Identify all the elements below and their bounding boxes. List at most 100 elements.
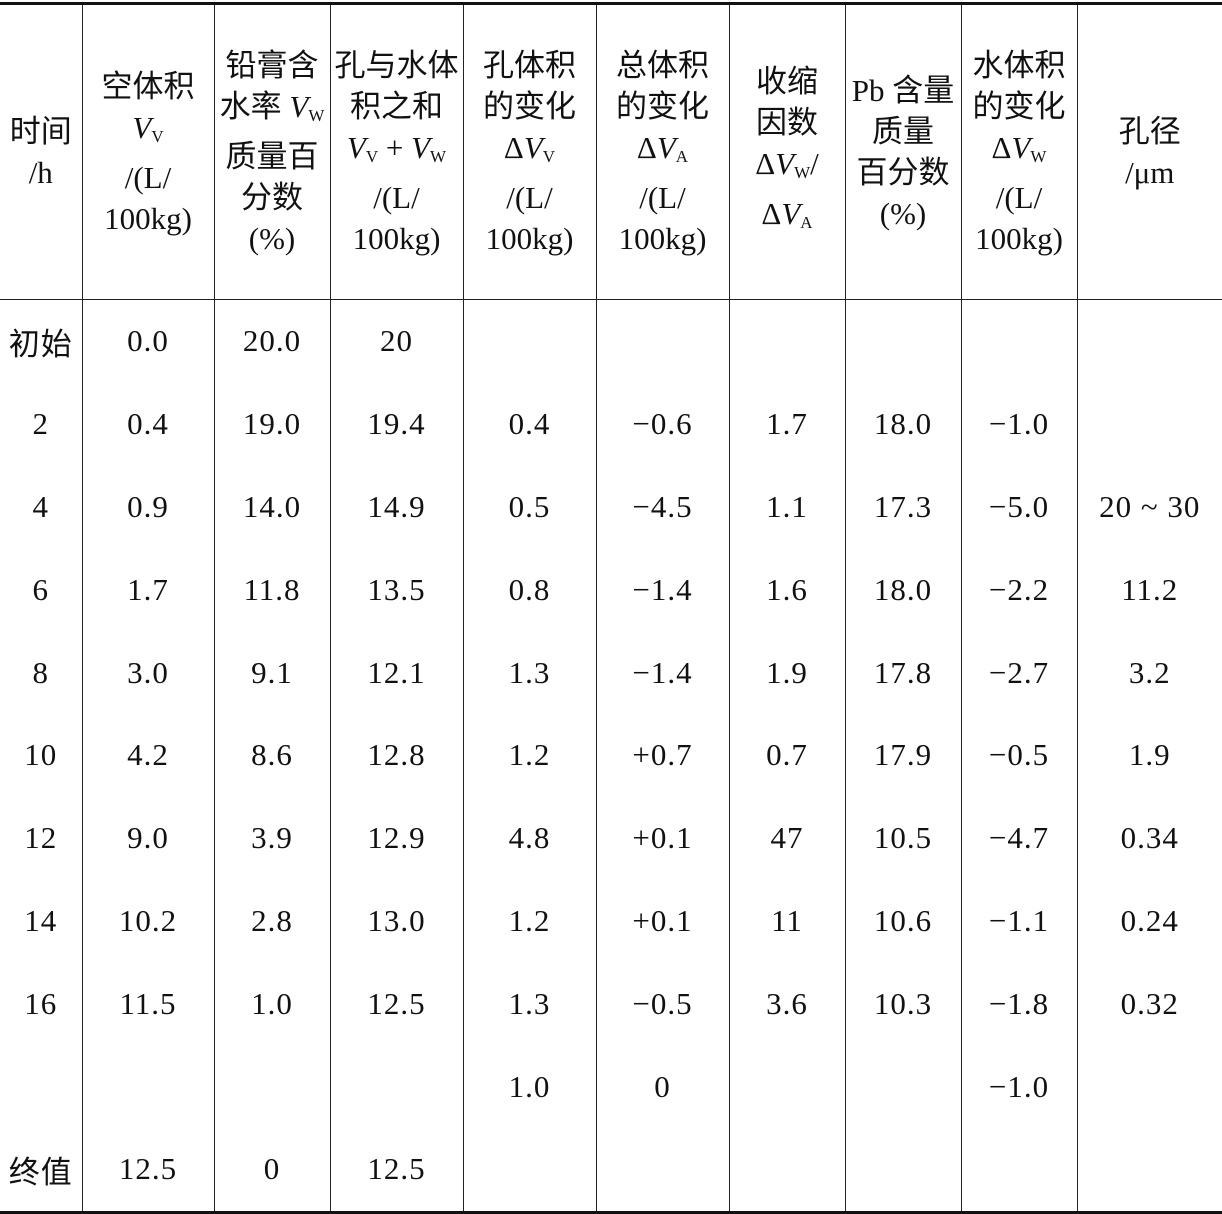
header-line: ΔVV [464, 127, 596, 177]
header-line: 空体积 [83, 66, 214, 107]
table-cell [729, 1045, 845, 1128]
header-line: 的变化 [962, 86, 1077, 127]
table-cell: 1.3 [463, 631, 596, 714]
table-cell: 8 [0, 631, 82, 714]
header-text: 孔与水体 [335, 48, 459, 83]
header-text: 时间 [10, 114, 72, 149]
table-cell: −2.2 [961, 548, 1077, 631]
header-line: /(L/ [464, 177, 596, 218]
table-cell: −1.4 [596, 548, 729, 631]
table-cell: 1.6 [729, 548, 845, 631]
header-line: 积之和 [331, 86, 463, 127]
table-cell: 12.1 [330, 631, 463, 714]
table-cell: 20 ~ 30 [1077, 466, 1222, 549]
column-header: Pb 含量质量百分数(%) [845, 4, 961, 300]
table-cell: 10.6 [845, 880, 961, 963]
table-cell [596, 300, 729, 383]
table-cell: 3.9 [214, 797, 330, 880]
header-line: (%) [846, 193, 961, 234]
table-cell: +0.1 [596, 797, 729, 880]
table-cell [463, 1128, 596, 1212]
header-text: 空体积 [102, 69, 195, 104]
table-cell: 12.8 [330, 714, 463, 797]
header-text: (%) [880, 196, 926, 231]
header-text: /(L/ [996, 180, 1043, 215]
column-header: 孔径/μm [1077, 4, 1222, 300]
table-cell: 0.34 [1077, 797, 1222, 880]
table-cell: 1.7 [729, 383, 845, 466]
header-text: /h [29, 155, 53, 190]
table-cell: 0.8 [463, 548, 596, 631]
table-cell: 0.24 [1077, 880, 1222, 963]
table-cell: 0 [596, 1045, 729, 1128]
table-cell: −1.1 [961, 880, 1077, 963]
subscript: A [676, 147, 688, 166]
table-cell: +0.1 [596, 880, 729, 963]
header-line: 质量 [846, 111, 961, 152]
header-line: 收缩 [730, 61, 845, 102]
header-text: 的变化 [616, 89, 709, 124]
table-cell: 0.5 [463, 466, 596, 549]
header-text: V [289, 89, 308, 124]
table-cell: 1.0 [463, 1045, 596, 1128]
header-text: V [347, 130, 366, 165]
header-line: 分数 [215, 177, 330, 218]
table-cell: 4 [0, 466, 82, 549]
header-text: 100kg) [486, 221, 574, 256]
header-text: 的变化 [483, 89, 576, 124]
table-cell: 终值 [0, 1128, 82, 1212]
header-text: V [1011, 130, 1030, 165]
table-cell [463, 300, 596, 383]
table-cell: 1.0 [214, 962, 330, 1045]
header-line: ΔVW [962, 127, 1077, 177]
header-text: /(L/ [506, 180, 553, 215]
header-line: 质量百 [215, 136, 330, 177]
table-cell: 12.5 [330, 1128, 463, 1212]
header-text: 孔径 [1119, 114, 1181, 149]
header-line: 的变化 [464, 86, 596, 127]
header-line: /(L/ [331, 177, 463, 218]
header-text: 水体积 [973, 48, 1066, 83]
table-cell [330, 1045, 463, 1128]
header-text: 水率 [220, 89, 290, 124]
table-cell: 3.0 [82, 631, 214, 714]
header-text: V [132, 110, 151, 145]
header-text: V [781, 196, 800, 231]
header-line: 总体积 [597, 45, 729, 86]
table-cell [729, 300, 845, 383]
header-text: Δ [637, 130, 657, 165]
header-line: 的变化 [597, 86, 729, 127]
table-cell: 17.8 [845, 631, 961, 714]
header-line: ΔVW/ [730, 143, 845, 193]
subscript: W [308, 106, 324, 125]
header-text: 孔体积 [483, 48, 576, 83]
header-line: /μm [1078, 152, 1222, 193]
header-line: 百分数 [846, 152, 961, 193]
subscript: V [543, 147, 555, 166]
table-cell: 0.32 [1077, 962, 1222, 1045]
header-text: 的变化 [973, 89, 1066, 124]
header-text: / [810, 146, 819, 181]
table-cell: 3.2 [1077, 631, 1222, 714]
header-text: (%) [249, 221, 295, 256]
table-cell [1077, 383, 1222, 466]
table-cell: −4.5 [596, 466, 729, 549]
table-cell: 0 [214, 1128, 330, 1212]
header-line: 孔与水体 [331, 45, 463, 86]
table-cell: 10 [0, 714, 82, 797]
table-cell: 12 [0, 797, 82, 880]
table-cell: 0.4 [82, 383, 214, 466]
header-line: VV + VW [331, 127, 463, 177]
table-cell: 18.0 [845, 548, 961, 631]
table-cell: 16 [0, 962, 82, 1045]
header-text: Δ [992, 130, 1012, 165]
